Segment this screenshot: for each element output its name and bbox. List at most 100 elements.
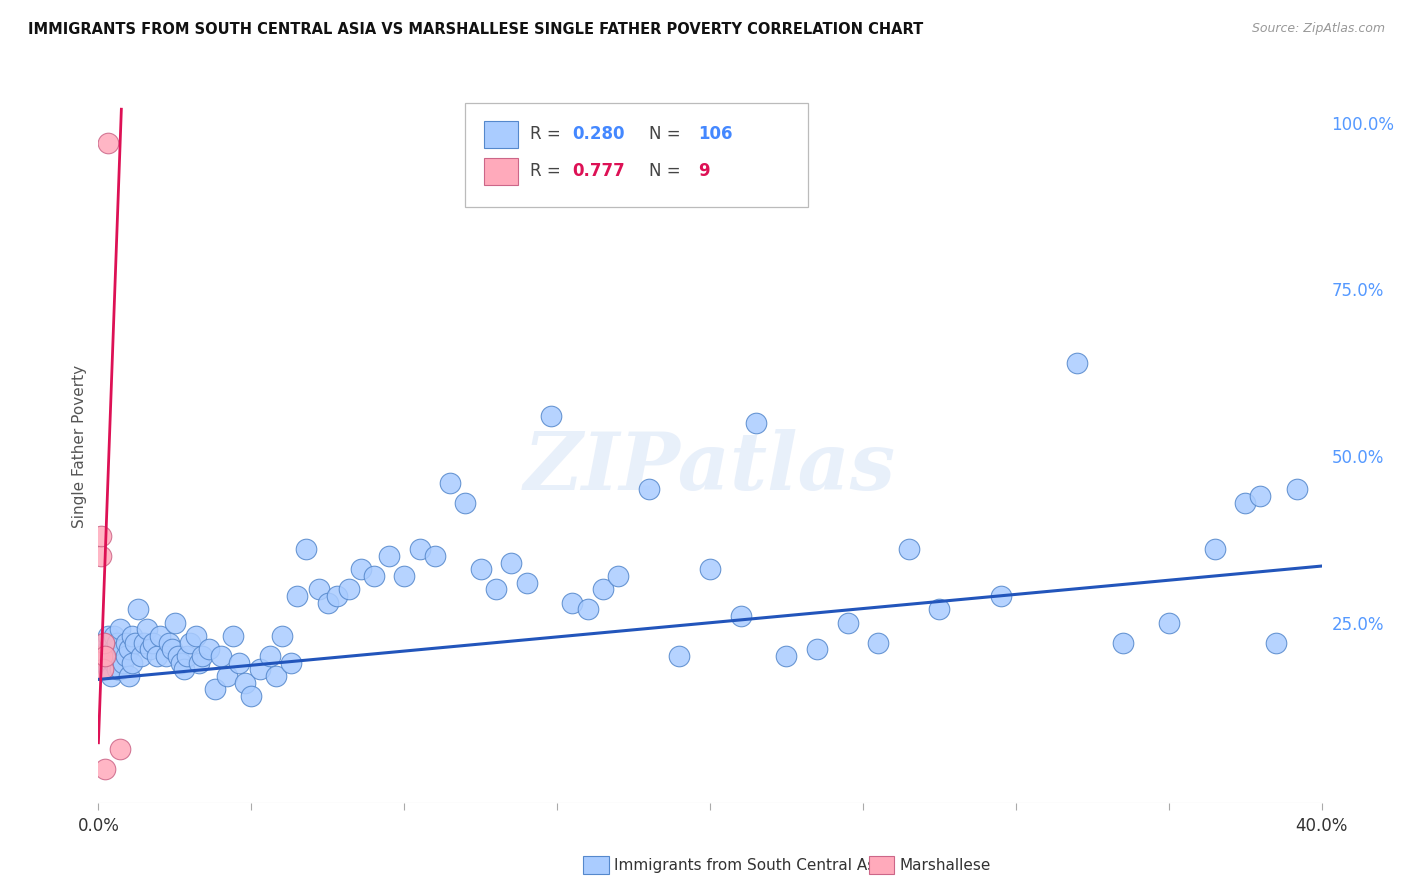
Point	[326, 589, 349, 603]
Point	[501, 556, 523, 570]
Point	[149, 629, 172, 643]
Point	[576, 602, 599, 616]
Point	[167, 649, 190, 664]
Point	[1066, 356, 1088, 370]
Point	[249, 662, 271, 676]
Point	[129, 649, 152, 664]
Point	[1112, 636, 1135, 650]
Point	[1157, 615, 1180, 630]
Point	[93, 636, 115, 650]
Point	[1264, 636, 1286, 650]
Point	[176, 649, 198, 664]
Point	[240, 689, 263, 703]
Text: ZIPatlas: ZIPatlas	[524, 429, 896, 506]
Point	[93, 649, 115, 664]
Point	[592, 582, 614, 597]
Point	[90, 529, 112, 543]
Point	[191, 649, 214, 664]
Text: 0.777: 0.777	[572, 162, 624, 180]
Point	[90, 642, 112, 657]
Point	[280, 656, 302, 670]
Point	[93, 649, 115, 664]
Point	[699, 562, 721, 576]
Point	[363, 569, 385, 583]
Point	[97, 136, 120, 150]
Point	[1234, 496, 1257, 510]
Point	[103, 629, 125, 643]
Point	[105, 662, 128, 676]
Point	[93, 636, 115, 650]
Point	[204, 682, 226, 697]
Point	[134, 636, 156, 650]
Point	[837, 615, 859, 630]
Text: IMMIGRANTS FROM SOUTH CENTRAL ASIA VS MARSHALLESE SINGLE FATHER POVERTY CORRELAT: IMMIGRANTS FROM SOUTH CENTRAL ASIA VS MA…	[28, 22, 924, 37]
Point	[139, 642, 162, 657]
Point	[163, 615, 186, 630]
Point	[118, 642, 141, 657]
Point	[215, 669, 238, 683]
Point	[173, 662, 195, 676]
Point	[142, 636, 165, 650]
Point	[1204, 542, 1226, 557]
Point	[316, 596, 339, 610]
Point	[439, 475, 461, 490]
Point	[295, 542, 318, 557]
Point	[607, 569, 630, 583]
Text: Marshallese: Marshallese	[900, 858, 991, 872]
Point	[1286, 483, 1309, 497]
Point	[1249, 489, 1271, 503]
Point	[124, 636, 146, 650]
Point	[108, 623, 131, 637]
Text: R =: R =	[530, 125, 567, 143]
Point	[730, 609, 752, 624]
Point	[111, 642, 134, 657]
Point	[97, 629, 120, 643]
Point	[91, 649, 114, 664]
Point	[775, 649, 797, 664]
Point	[145, 649, 167, 664]
Point	[668, 649, 690, 664]
Point	[100, 669, 122, 683]
Point	[540, 409, 562, 423]
Text: N =: N =	[648, 125, 686, 143]
Point	[392, 569, 416, 583]
Point	[160, 642, 183, 657]
Point	[108, 742, 131, 756]
Point	[105, 642, 128, 657]
Point	[108, 662, 131, 676]
Point	[209, 649, 232, 664]
Text: R =: R =	[530, 162, 567, 180]
Point	[103, 642, 125, 657]
Point	[91, 662, 114, 676]
Point	[745, 416, 768, 430]
Point	[179, 636, 201, 650]
Point	[111, 656, 134, 670]
Point	[454, 496, 477, 510]
Point	[285, 589, 308, 603]
Point	[378, 549, 401, 563]
Point	[118, 669, 141, 683]
Point	[186, 629, 208, 643]
Text: 106: 106	[697, 125, 733, 143]
Text: Immigrants from South Central Asia: Immigrants from South Central Asia	[614, 858, 890, 872]
Point	[97, 662, 120, 676]
FancyBboxPatch shape	[465, 103, 808, 207]
Point	[103, 649, 125, 664]
Point	[100, 656, 122, 670]
Point	[127, 602, 149, 616]
Text: 0.280: 0.280	[572, 125, 624, 143]
Point	[337, 582, 360, 597]
Point	[233, 675, 256, 690]
Point	[121, 629, 143, 643]
Point	[990, 589, 1012, 603]
Point	[270, 629, 292, 643]
Point	[561, 596, 583, 610]
Point	[93, 656, 115, 670]
Point	[94, 763, 117, 777]
Point	[423, 549, 446, 563]
Point	[90, 549, 112, 563]
Point	[350, 562, 373, 576]
Point	[637, 483, 661, 497]
Point	[121, 656, 143, 670]
Text: 9: 9	[697, 162, 710, 180]
